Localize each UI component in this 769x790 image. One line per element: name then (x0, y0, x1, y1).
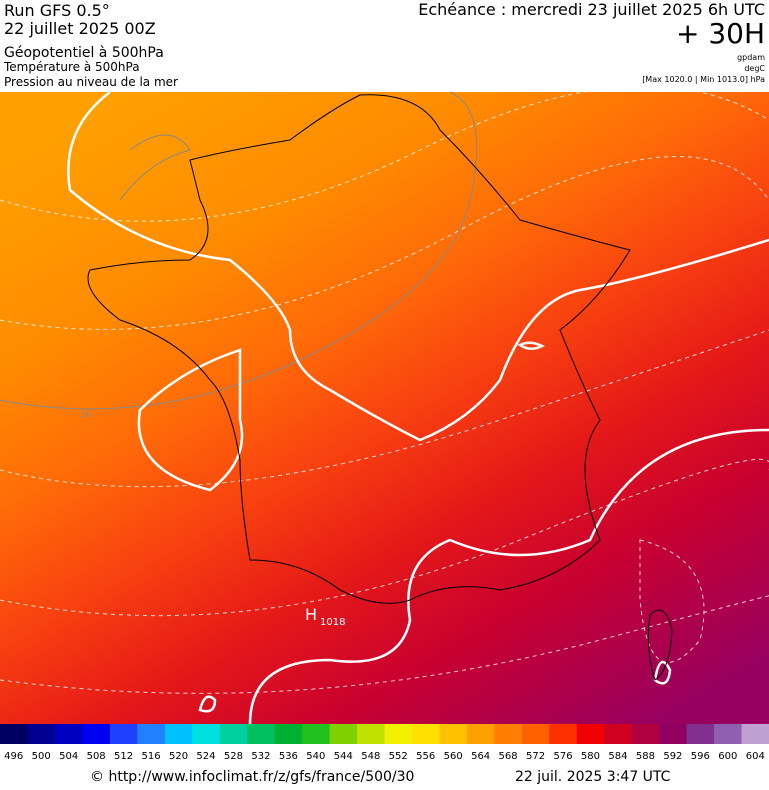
run-title: Run GFS 0.5° (4, 1, 110, 20)
color-swatch (741, 724, 769, 744)
field-title: Pression au niveau de la mer (4, 75, 178, 89)
color-swatch (247, 724, 276, 744)
color-swatch (164, 724, 193, 744)
color-swatch (714, 724, 743, 744)
color-swatch (82, 724, 111, 744)
colorbar-label: 596 (691, 751, 710, 762)
field-title: Température à 500hPa (3, 60, 140, 74)
color-swatch (274, 724, 303, 744)
colorbar-label: 600 (718, 751, 737, 762)
colorbar-label: 536 (279, 751, 298, 762)
geopotential-contours (67, 91, 769, 725)
colorbar-label: 564 (471, 751, 490, 762)
colorbar-label: 544 (334, 751, 353, 762)
color-swatch (27, 724, 56, 744)
color-swatch (521, 724, 550, 744)
field-title: Géopotentiel à 500hPa (4, 45, 164, 61)
color-swatch (329, 724, 358, 744)
color-swatch (109, 724, 138, 744)
color-swatch (576, 724, 605, 744)
colorbar-label: 576 (553, 751, 572, 762)
color-swatch (357, 724, 385, 744)
lead-time: + 30H (676, 17, 765, 50)
color-swatch (54, 724, 83, 744)
colorbar-label: 548 (361, 751, 380, 762)
source: © http://www.infoclimat.fr/z/gfs/france/… (90, 769, 414, 785)
colorbar-label: 584 (608, 751, 627, 762)
color-swatch (494, 724, 523, 744)
colorbar-label: 592 (663, 751, 682, 762)
color-swatch (659, 724, 688, 744)
temperature-field (0, 92, 769, 724)
colorbar-label: 528 (224, 751, 243, 762)
high-label: H (305, 605, 317, 624)
colorbar-label: 508 (87, 751, 106, 762)
coastline (87, 94, 631, 604)
color-swatch (192, 724, 221, 744)
colorbar-label: 500 (32, 751, 51, 762)
unit: gpdam (737, 53, 765, 62)
colorbar-label: 604 (746, 751, 765, 762)
colorbar-label: 524 (196, 751, 215, 762)
colorbar-label: 520 (169, 751, 188, 762)
colorbar-label: 568 (499, 751, 518, 762)
colorbar-label: 556 (416, 751, 435, 762)
colorbar-label: 572 (526, 751, 545, 762)
colorbar-label: 552 (389, 751, 408, 762)
isobars (0, 85, 769, 694)
colorbar-label: 560 (444, 751, 463, 762)
colorbar-label: 516 (142, 751, 161, 762)
colorbar-label: 580 (581, 751, 600, 762)
colorbar-label: 504 (59, 751, 78, 762)
unit: degC (744, 64, 765, 73)
pressure-range: [Max 1020.0 | Min 1013.0] hPa (642, 75, 765, 84)
color-swatch (439, 724, 468, 744)
color-swatch (604, 724, 633, 744)
run-date: 22 juillet 2025 00Z (4, 19, 156, 38)
colorbar-label: 496 (4, 751, 23, 762)
color-swatch (631, 724, 660, 744)
corsica (647, 609, 673, 681)
high-value: 1018 (320, 617, 345, 628)
colorbar-label: 588 (636, 751, 655, 762)
map-area: H 1018 16 (0, 85, 769, 725)
colorbar: 496 500 504 508 512 516 520 524 528 532 536 540 544 5… (0, 724, 769, 762)
color-swatch (411, 724, 440, 744)
color-swatch (549, 724, 578, 744)
colorbar-label: 532 (251, 751, 270, 762)
valid-time: Echéance : mercredi 23 juillet 2025 6h U… (418, 0, 765, 19)
isotherms (0, 91, 478, 410)
color-swatch (137, 724, 166, 744)
color-swatch (466, 724, 495, 744)
color-swatch (219, 724, 248, 744)
color-swatch (686, 724, 715, 744)
color-swatch (302, 724, 331, 744)
colorbar-label: 512 (114, 751, 133, 762)
isotherm-label: 16 (80, 410, 92, 420)
generated-time: 22 juil. 2025 3:47 UTC (515, 769, 671, 785)
color-swatch (384, 724, 413, 744)
color-swatch (0, 724, 28, 744)
colorbar-label: 540 (306, 751, 325, 762)
